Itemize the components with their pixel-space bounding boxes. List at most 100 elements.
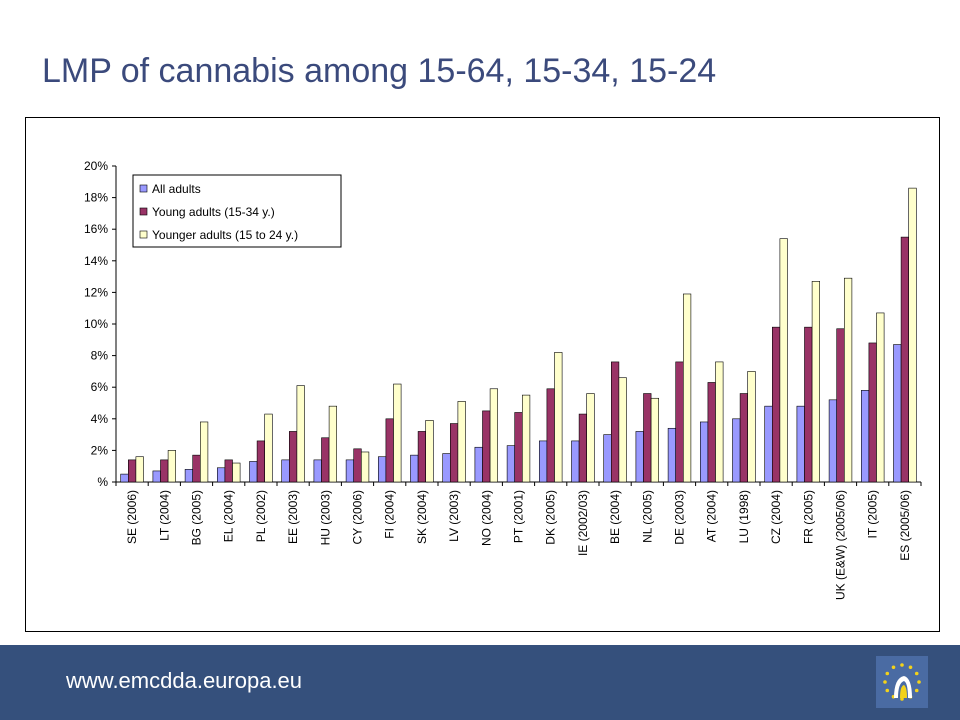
y-tick-label: 18% [84, 191, 108, 205]
bar[interactable] [675, 361, 684, 483]
bar[interactable] [224, 459, 233, 483]
x-tick-label: CY (2006) [351, 490, 365, 544]
bar[interactable] [353, 448, 362, 483]
y-tick-label: 8% [91, 349, 109, 363]
bar[interactable] [217, 467, 226, 483]
bar[interactable] [249, 461, 258, 483]
bar[interactable] [650, 397, 659, 483]
bar[interactable] [779, 238, 788, 483]
bar[interactable] [393, 383, 402, 483]
bar[interactable] [321, 437, 330, 483]
bar[interactable] [232, 462, 241, 483]
bar[interactable] [288, 431, 298, 483]
bar[interactable] [457, 401, 466, 483]
bar[interactable] [514, 412, 523, 483]
bar[interactable] [610, 361, 620, 483]
bar[interactable] [417, 431, 427, 483]
legend-swatch [139, 207, 148, 216]
x-tick-label: EL (2004) [222, 490, 236, 542]
bar[interactable] [796, 405, 805, 483]
x-tick-label: CZ (2004) [769, 490, 783, 544]
bar[interactable] [482, 410, 491, 483]
bar[interactable] [603, 434, 612, 483]
bar[interactable] [707, 382, 716, 483]
slide-title: LMP of cannabis among 15-64, 15-34, 15-2… [42, 52, 717, 90]
y-tick-label: 12% [84, 285, 108, 299]
bar[interactable] [876, 312, 885, 483]
bar[interactable] [385, 418, 394, 483]
bar[interactable] [264, 413, 273, 483]
x-tick-label: LV (2003) [447, 490, 461, 542]
bar[interactable] [843, 277, 853, 483]
bar[interactable] [128, 459, 137, 483]
bar[interactable] [586, 393, 595, 483]
bar[interactable] [643, 393, 652, 483]
bar[interactable] [860, 390, 870, 483]
y-tick-label: 2% [91, 443, 109, 457]
bar[interactable] [313, 459, 322, 483]
bar[interactable] [449, 423, 459, 483]
bar[interactable] [699, 421, 709, 483]
bar[interactable] [546, 388, 555, 483]
bar[interactable] [296, 385, 305, 483]
bar[interactable] [345, 459, 355, 483]
bar[interactable] [571, 440, 580, 483]
bar[interactable] [120, 473, 129, 483]
bar[interactable] [184, 469, 194, 483]
bar[interactable] [442, 453, 451, 483]
bar[interactable] [281, 459, 290, 483]
bar[interactable] [160, 459, 169, 483]
bar[interactable] [900, 236, 909, 483]
bar[interactable] [764, 405, 773, 483]
bar[interactable] [521, 394, 531, 483]
bar[interactable] [618, 377, 627, 483]
bar[interactable] [635, 431, 644, 483]
emcdda-logo-icon [876, 656, 928, 713]
bar[interactable] [192, 454, 201, 483]
y-tick-label: 6% [91, 380, 109, 394]
bar[interactable] [682, 293, 692, 483]
bar[interactable] [828, 399, 837, 483]
bar[interactable] [410, 454, 419, 483]
bar[interactable] [538, 440, 548, 483]
bar[interactable] [328, 405, 338, 483]
bar[interactable] [667, 427, 676, 483]
x-tick-label: BG (2005) [190, 490, 204, 545]
x-tick-label: DK (2005) [544, 490, 558, 545]
logo-star-icon [891, 665, 896, 670]
legend-swatch [139, 184, 148, 193]
x-tick-label: LT (2004) [157, 490, 171, 541]
bar[interactable] [360, 451, 370, 483]
bar[interactable] [868, 342, 877, 483]
bar[interactable] [715, 361, 724, 483]
bar[interactable] [489, 388, 499, 483]
bar[interactable] [811, 281, 820, 483]
logo-star-icon [885, 671, 890, 676]
bar[interactable] [739, 393, 748, 483]
bar[interactable] [200, 421, 209, 483]
x-tick-label: SE (2006) [125, 490, 139, 544]
bar[interactable] [893, 344, 902, 483]
bar[interactable] [908, 187, 917, 483]
logo-star-icon [900, 697, 904, 701]
bar[interactable] [554, 352, 563, 483]
y-tick-label: 10% [84, 317, 108, 331]
bar[interactable] [256, 440, 266, 483]
logo-star-icon [914, 688, 919, 693]
bar[interactable] [474, 446, 483, 483]
bar[interactable] [135, 456, 144, 483]
bar[interactable] [506, 445, 516, 483]
bar[interactable] [747, 371, 756, 483]
bar[interactable] [578, 413, 587, 483]
bar[interactable] [771, 326, 781, 483]
bar[interactable] [167, 450, 177, 483]
bar[interactable] [152, 470, 161, 483]
bar[interactable] [425, 420, 434, 483]
bar[interactable] [804, 326, 813, 483]
y-tick-label: % [97, 475, 108, 489]
x-tick-label: NL (2005) [640, 490, 654, 543]
footer-url[interactable]: www.emcdda.europa.eu [66, 668, 303, 693]
bar[interactable] [732, 418, 741, 483]
bar[interactable] [836, 328, 845, 483]
bar[interactable] [377, 456, 387, 483]
